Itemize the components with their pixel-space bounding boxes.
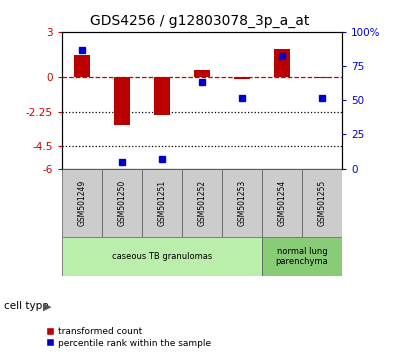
Bar	[62, 169, 102, 237]
Bar	[142, 169, 182, 237]
Bar	[234, 78, 250, 79]
Bar	[62, 237, 262, 276]
Bar	[182, 169, 222, 237]
Bar	[274, 49, 290, 78]
Bar	[302, 169, 342, 237]
Bar	[154, 78, 170, 115]
Text: GSM501254: GSM501254	[278, 180, 286, 226]
Text: normal lung
parenchyma: normal lung parenchyma	[276, 247, 328, 266]
Text: GSM501252: GSM501252	[198, 180, 206, 226]
Text: GSM501251: GSM501251	[158, 180, 166, 226]
Bar	[102, 169, 142, 237]
Text: GSM501249: GSM501249	[78, 180, 86, 226]
Text: GSM501250: GSM501250	[118, 180, 126, 226]
Bar	[114, 78, 130, 125]
Text: ▶: ▶	[43, 301, 52, 311]
Text: GDS4256 / g12803078_3p_a_at: GDS4256 / g12803078_3p_a_at	[90, 14, 310, 28]
Text: GSM501255: GSM501255	[318, 180, 326, 226]
Bar	[74, 55, 90, 78]
Text: caseous TB granulomas: caseous TB granulomas	[112, 252, 212, 261]
Bar	[262, 169, 302, 237]
Bar	[194, 70, 210, 78]
Bar	[262, 237, 342, 276]
Legend: transformed count, percentile rank within the sample: transformed count, percentile rank withi…	[44, 325, 213, 349]
Text: GSM501253: GSM501253	[238, 180, 246, 226]
Text: cell type: cell type	[4, 301, 49, 311]
Bar	[222, 169, 262, 237]
